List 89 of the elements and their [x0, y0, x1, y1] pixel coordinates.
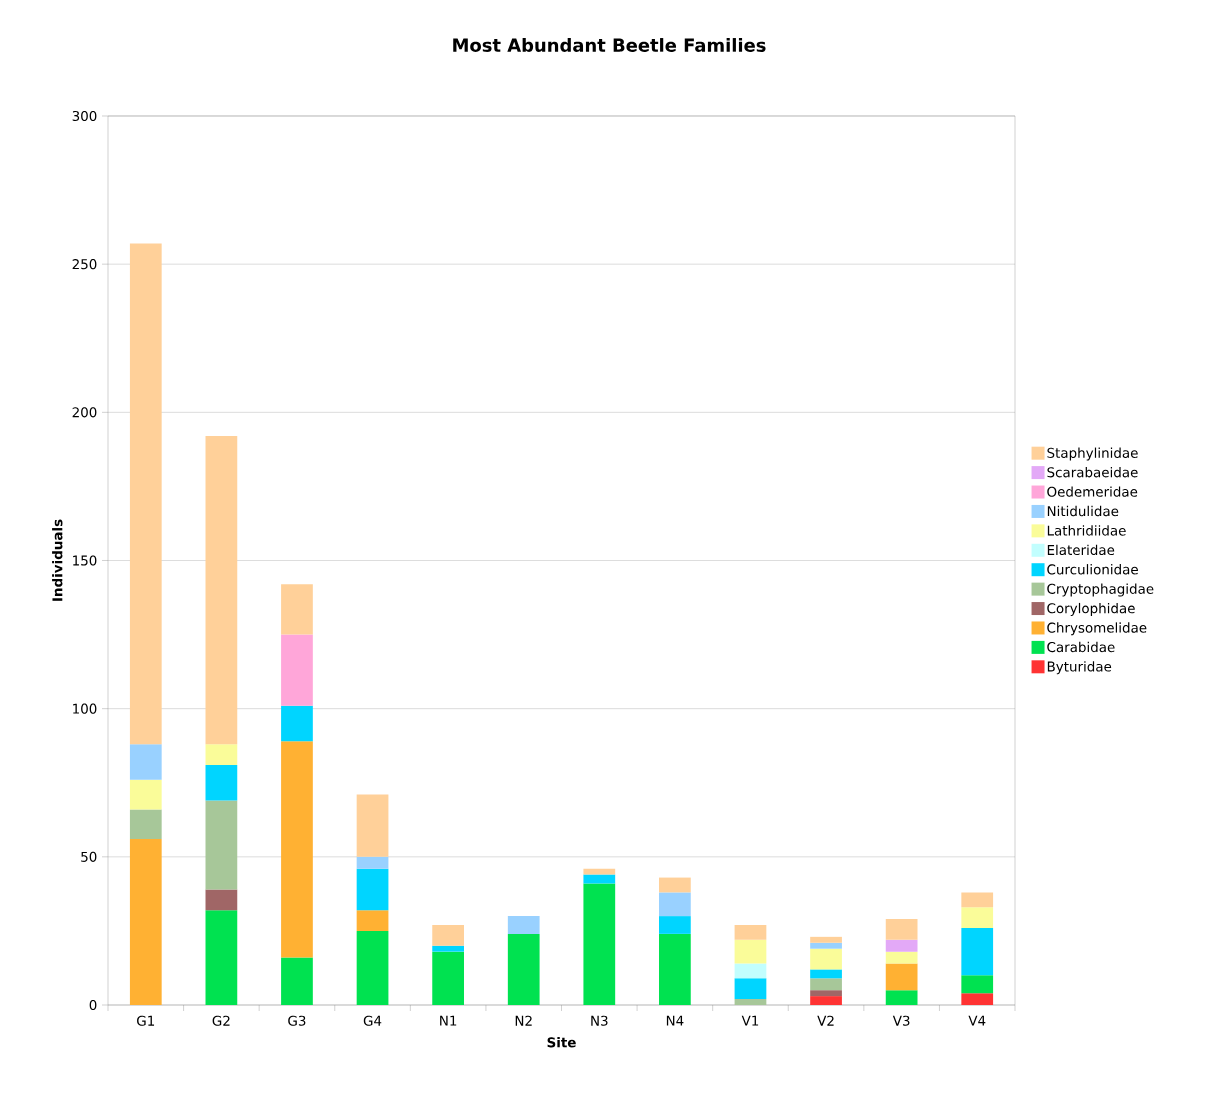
bar	[356, 868, 389, 911]
bar	[205, 800, 238, 890]
legend-label: Chrysomelidae	[1047, 622, 1147, 636]
bar	[885, 939, 918, 952]
x-tick-label: G2	[212, 1015, 230, 1026]
bar	[810, 936, 842, 943]
y-tick-label: 50	[81, 851, 97, 862]
bar	[507, 933, 540, 1005]
y-tick-label: 0	[89, 999, 97, 1011]
bar	[885, 919, 918, 940]
bar	[810, 942, 842, 949]
bar	[432, 951, 464, 1005]
legend-label: Scarabaeidae	[1047, 466, 1138, 478]
bar	[129, 779, 162, 810]
y-tick-label: 200	[72, 407, 97, 418]
bar	[129, 839, 162, 1005]
bar	[885, 990, 918, 1005]
legend-label: Carabidae	[1047, 641, 1115, 653]
bar	[205, 889, 238, 911]
y-tick-label: 250	[72, 259, 97, 270]
bar	[129, 744, 162, 780]
bar	[205, 764, 238, 801]
x-tick-label: V2	[817, 1015, 834, 1026]
bar	[810, 948, 842, 970]
legend-label: Corylophidae	[1047, 602, 1135, 616]
bar	[810, 990, 842, 997]
bar	[734, 963, 767, 979]
bar	[961, 975, 994, 994]
x-tick-label: N3	[591, 1015, 608, 1026]
y-tick-label: 300	[72, 110, 97, 122]
bar	[734, 924, 767, 940]
legend-label: Elateridae	[1047, 544, 1115, 556]
x-tick-label: V4	[968, 1015, 986, 1026]
x-tick-label: V3	[892, 1015, 910, 1026]
bar	[885, 963, 918, 991]
y-tick-label: 150	[73, 555, 97, 566]
bar	[583, 868, 616, 875]
bar	[810, 978, 842, 991]
bar	[659, 916, 691, 934]
bar	[810, 996, 842, 1005]
x-tick-label: G1	[137, 1015, 155, 1026]
bar	[281, 957, 313, 1005]
y-tick-label: 100	[73, 703, 97, 714]
bar	[205, 910, 238, 1005]
bar	[129, 809, 162, 840]
legend-label: Nitidulidae	[1047, 505, 1119, 517]
bar	[205, 436, 238, 745]
bar	[659, 892, 691, 917]
bar	[583, 874, 616, 884]
bar	[659, 933, 691, 1005]
bar	[432, 924, 464, 946]
bar	[205, 744, 238, 765]
x-tick-label: N4	[666, 1015, 684, 1026]
bar	[961, 907, 994, 928]
bar	[810, 969, 842, 979]
x-tick-label: G4	[363, 1015, 382, 1026]
bar	[129, 243, 162, 745]
bar	[356, 930, 389, 1005]
bar	[356, 794, 389, 857]
bar	[281, 741, 313, 958]
y-axis-title: Individuals	[52, 519, 63, 601]
bar	[583, 883, 616, 1005]
x-axis-title: Site	[547, 1037, 576, 1048]
bar	[281, 705, 313, 742]
bar	[961, 927, 994, 976]
bar	[961, 892, 994, 908]
bar	[507, 916, 540, 934]
bar	[734, 939, 767, 964]
bar	[885, 951, 918, 964]
bar	[734, 999, 767, 1005]
bar	[961, 993, 994, 1005]
legend-label: Curculionidae	[1047, 564, 1138, 575]
legend-label: Byturidae	[1047, 661, 1112, 675]
bar	[356, 910, 389, 931]
x-tick-label: V1	[741, 1015, 759, 1026]
legend-label: Cryptophagidae	[1047, 583, 1154, 597]
x-tick-label: N1	[440, 1015, 457, 1026]
chart-title: Most Abundant Beetle Families	[453, 38, 766, 52]
bar	[281, 584, 313, 635]
x-tick-label: N2	[515, 1015, 532, 1026]
bar	[659, 877, 691, 893]
legend-label: Lathridiidae	[1047, 525, 1126, 536]
legend-label: Staphylinidae	[1047, 447, 1138, 461]
bar	[281, 634, 313, 706]
legend-label: Oedemeridae	[1047, 486, 1138, 497]
bar	[432, 945, 464, 952]
bar	[734, 978, 767, 1000]
bar	[356, 856, 389, 869]
x-tick-label: G3	[288, 1015, 306, 1026]
